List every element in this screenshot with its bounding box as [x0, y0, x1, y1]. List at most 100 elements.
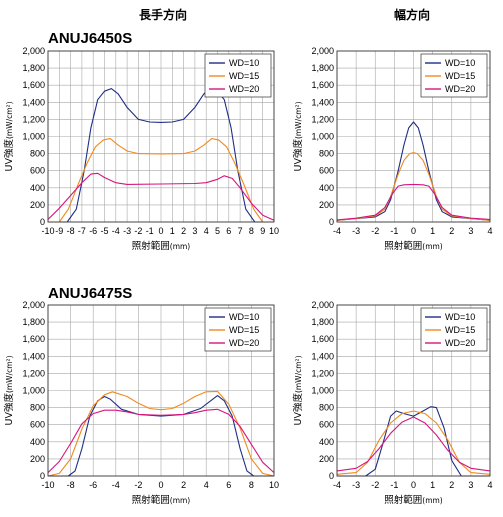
plot-frame — [336, 304, 491, 477]
x-axis-label: 照射範囲(mm) — [384, 240, 443, 252]
y-tick-label: 1,200 — [22, 114, 45, 124]
y-axis-label: UV強度(mW/cm²) — [3, 355, 15, 425]
y-tick-label: 1,600 — [22, 334, 45, 344]
x-tick-label: -7 — [78, 226, 86, 236]
y-axis-unit: (mW/cm²) — [5, 101, 14, 139]
series-line-wd20 — [336, 183, 491, 221]
x-tick-label: -1 — [390, 480, 398, 490]
series-line-wd15 — [47, 390, 275, 477]
series-line-wd20 — [47, 408, 275, 474]
x-tick-label: 4 — [487, 480, 492, 490]
x-tick-label: -6 — [89, 226, 97, 236]
legend-label: WD=15 — [229, 71, 259, 81]
x-axis-unit: (mm) — [422, 242, 443, 251]
y-tick-label: 2,000 — [22, 46, 45, 56]
series-line-wd15 — [48, 138, 274, 223]
y-tick-label: 1,800 — [22, 63, 45, 73]
x-axis-label: 照射範囲(mm) — [132, 494, 191, 506]
series-line-wd10 — [48, 395, 274, 477]
legend: WD=10 WD=15 WD=20 — [204, 53, 272, 98]
series-line-wd10 — [336, 121, 491, 221]
y-tick-label: 1,600 — [311, 80, 334, 90]
x-tick-label: 2 — [181, 226, 186, 236]
y-tick-label: 1,200 — [311, 368, 334, 378]
y-tick-label: 0 — [329, 217, 334, 227]
x-axis-unit: (mm) — [422, 496, 443, 505]
y-tick-label: 600 — [30, 166, 45, 176]
plot-frame — [336, 50, 491, 223]
y-tick-label: 1,600 — [311, 334, 334, 344]
x-tick-label: 1 — [430, 480, 435, 490]
x-tick-label: 6 — [226, 480, 231, 490]
y-tick-label: 800 — [319, 403, 334, 413]
y-axis-label: UV強度(mW/cm²) — [292, 355, 304, 425]
y-tick-label: 200 — [319, 200, 334, 210]
y-tick-label: 600 — [319, 166, 334, 176]
y-tick-label: 1,400 — [311, 97, 334, 107]
y-tick-label: 800 — [30, 149, 45, 159]
plot-frame — [47, 50, 275, 223]
legend-label: WD=10 — [229, 58, 259, 68]
x-tick-label: 8 — [249, 480, 254, 490]
y-tick-label: 800 — [30, 403, 45, 413]
y-tick-label: 1,200 — [22, 368, 45, 378]
y-tick-label: 1,000 — [311, 386, 334, 396]
chart-2: 0 200 400 600 800 1,000 1,200 1,400 1,600 1,800 2,… — [292, 46, 493, 252]
y-tick-label: 200 — [30, 454, 45, 464]
series-line-wd10 — [337, 406, 490, 477]
x-tick-label: 0 — [411, 226, 416, 236]
y-tick-label: 0 — [40, 217, 45, 227]
legend-label: WD=10 — [445, 312, 475, 322]
x-tick-label: 3 — [468, 226, 473, 236]
x-tick-label: -4 — [112, 480, 120, 490]
y-axis-label: UV強度(mW/cm²) — [3, 101, 15, 171]
y-tick-label: 400 — [30, 437, 45, 447]
x-tick-label: 2 — [181, 480, 186, 490]
y-tick-label: 200 — [319, 454, 334, 464]
y-tick-label: 2,000 — [22, 300, 45, 310]
x-tick-label: 4 — [487, 226, 492, 236]
y-tick-label: 400 — [30, 183, 45, 193]
x-tick-label: 1 — [170, 226, 175, 236]
y-tick-label: 1,400 — [22, 351, 45, 361]
x-tick-label: -2 — [134, 480, 142, 490]
legend-label: WD=15 — [445, 325, 475, 335]
x-tick-label: -9 — [55, 226, 63, 236]
x-tick-label: -10 — [41, 226, 54, 236]
y-tick-label: 2,000 — [311, 46, 334, 56]
y-axis-unit: (mW/cm²) — [5, 355, 14, 393]
x-tick-label: 2 — [449, 480, 454, 490]
x-tick-label: 0 — [411, 480, 416, 490]
x-tick-label: 10 — [269, 480, 279, 490]
x-axis-label: 照射範囲(mm) — [384, 494, 443, 506]
x-tick-label: 10 — [269, 226, 279, 236]
chart-3: 0 200 400 600 800 1,000 1,200 1,400 1,600 1,800 2,… — [3, 300, 279, 506]
x-tick-label: -10 — [41, 480, 54, 490]
series-line-wd20 — [336, 416, 491, 472]
y-tick-label: 1,400 — [22, 97, 45, 107]
header-long-direction: 長手方向 — [139, 7, 187, 22]
model-title-anuj6450s: ANUJ6450S — [48, 30, 132, 47]
y-tick-label: 1,000 — [22, 386, 45, 396]
x-tick-label: -2 — [371, 226, 379, 236]
legend-label: WD=20 — [445, 84, 475, 94]
x-tick-label: 2 — [449, 226, 454, 236]
y-tick-label: 1,000 — [311, 132, 334, 142]
y-tick-label: 600 — [30, 420, 45, 430]
y-tick-label: 1,000 — [22, 132, 45, 142]
y-tick-label: 1,400 — [311, 351, 334, 361]
y-tick-label: 1,200 — [311, 114, 334, 124]
legend-label: WD=10 — [445, 58, 475, 68]
legend: WD=10 WD=15 WD=20 — [420, 53, 488, 98]
y-tick-label: 0 — [329, 471, 334, 481]
x-tick-label: -3 — [123, 226, 131, 236]
legend-label: WD=15 — [445, 71, 475, 81]
x-tick-label: 4 — [204, 226, 209, 236]
y-tick-label: 1,600 — [22, 80, 45, 90]
x-tick-label: -3 — [352, 480, 360, 490]
series-line-wd10 — [48, 88, 274, 223]
series-line-wd20 — [47, 172, 275, 221]
chart-1: 0 200 400 600 800 1,000 1,200 1,400 1,600 1,800 2,… — [3, 46, 279, 252]
x-tick-label: -4 — [333, 480, 341, 490]
